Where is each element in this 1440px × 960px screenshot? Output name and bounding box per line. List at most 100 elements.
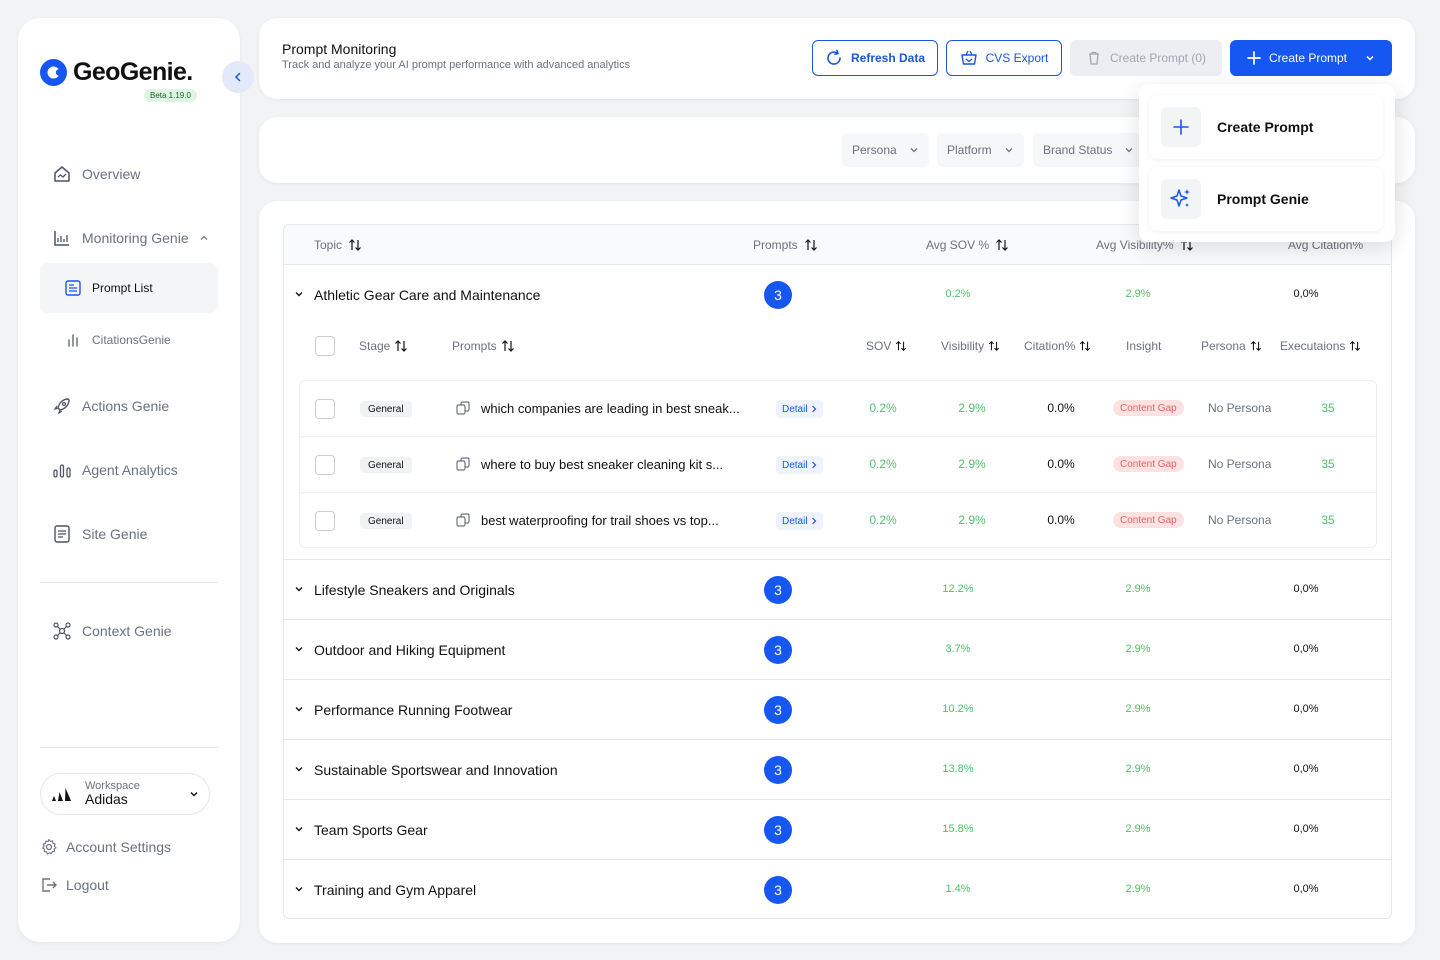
topic-name: Sustainable Sportswear and Innovation bbox=[314, 762, 558, 778]
avg-citation-value: 0,0% bbox=[1293, 763, 1319, 775]
avg-citation-value: 0,0% bbox=[1293, 883, 1319, 895]
avg-sov-value: 3.7% bbox=[945, 643, 971, 655]
nav-actions-genie[interactable]: Actions Genie bbox=[52, 396, 169, 416]
nav-prompt-list[interactable]: Prompt List bbox=[40, 263, 218, 313]
chevron-down-icon[interactable] bbox=[294, 884, 304, 894]
topic-row[interactable]: Training and Gym Apparel 3 1.4% 2.9% 0,0… bbox=[284, 860, 1391, 918]
topic-row[interactable]: Outdoor and Hiking Equipment 3 3.7% 2.9%… bbox=[284, 620, 1391, 680]
bar-chart-icon bbox=[64, 331, 82, 349]
citation-value: 0.0% bbox=[1047, 513, 1075, 527]
sov-value: 0.2% bbox=[869, 457, 897, 471]
export-button[interactable]: CVS Export bbox=[946, 40, 1062, 76]
prompt-count-badge: 3 bbox=[764, 281, 792, 309]
topic-row[interactable]: Athletic Gear Care and Maintenance 3 0.2… bbox=[284, 265, 1391, 325]
nav-agent-analytics-label: Agent Analytics bbox=[82, 462, 178, 478]
topic-row[interactable]: Sustainable Sportswear and Innovation 3 … bbox=[284, 740, 1391, 800]
menu-item-prompt-genie[interactable]: Prompt Genie bbox=[1149, 167, 1383, 231]
nav-overview[interactable]: Overview bbox=[52, 164, 140, 184]
nav-context-genie[interactable]: Context Genie bbox=[52, 621, 172, 641]
row-checkbox[interactable] bbox=[315, 511, 335, 531]
chevron-down-icon[interactable] bbox=[294, 704, 304, 714]
copy-icon[interactable] bbox=[456, 401, 470, 415]
prompt-row[interactable]: General which companies are leading in b… bbox=[300, 381, 1376, 437]
gear-icon bbox=[40, 838, 58, 856]
row-checkbox[interactable] bbox=[315, 455, 335, 475]
collapse-sidebar-button[interactable] bbox=[222, 61, 254, 93]
logout-label: Logout bbox=[66, 877, 109, 893]
visibility-value: 2.9% bbox=[958, 401, 986, 415]
column-prompts[interactable]: Prompts bbox=[753, 238, 818, 252]
workspace-selector[interactable]: Workspace Adidas bbox=[40, 773, 210, 815]
create-prompt-label: Create Prompt bbox=[1268, 51, 1348, 65]
topic-row[interactable]: Lifestyle Sneakers and Originals 3 12.2%… bbox=[284, 560, 1391, 620]
create-prompt-count-button[interactable]: Create Prompt (0) bbox=[1070, 40, 1222, 76]
persona-filter[interactable]: Persona bbox=[842, 133, 929, 167]
brand-status-filter[interactable]: Brand Status bbox=[1033, 133, 1145, 167]
chevron-down-icon[interactable] bbox=[294, 824, 304, 834]
account-settings-label: Account Settings bbox=[66, 839, 172, 855]
visibility-value: 2.9% bbox=[958, 457, 986, 471]
adidas-logo-icon bbox=[51, 786, 73, 802]
select-all-checkbox[interactable] bbox=[315, 336, 335, 356]
prompt-row[interactable]: General best waterproofing for trail sho… bbox=[300, 493, 1376, 549]
sort-icon bbox=[501, 340, 515, 352]
refresh-data-button[interactable]: Refresh Data bbox=[812, 40, 938, 76]
sub-column-visibility[interactable]: Visibility bbox=[941, 339, 1000, 353]
column-avg-sov[interactable]: Avg SOV % bbox=[926, 238, 1009, 252]
sub-column-prompts[interactable]: Prompts bbox=[452, 339, 515, 353]
avg-visibility-value: 2.9% bbox=[1125, 703, 1151, 715]
column-avg-sov-label: Avg SOV % bbox=[926, 238, 990, 252]
chevron-down-icon[interactable] bbox=[294, 644, 304, 654]
detail-link[interactable]: Detail bbox=[776, 400, 823, 418]
detail-link[interactable]: Detail bbox=[776, 512, 823, 530]
topics-table: Topic Prompts Avg SOV % Avg Visibility% … bbox=[283, 224, 1392, 919]
column-topic[interactable]: Topic bbox=[314, 238, 362, 252]
create-prompt-count-label: Create Prompt (0) bbox=[1109, 51, 1207, 65]
sub-column-citation[interactable]: Citation% bbox=[1024, 339, 1091, 353]
persona-value: No Persona bbox=[1208, 457, 1272, 471]
nav-monitoring-genie[interactable]: Monitoring Genie bbox=[52, 228, 209, 248]
chevron-down-icon[interactable] bbox=[294, 289, 304, 299]
account-settings-link[interactable]: Account Settings bbox=[40, 838, 171, 856]
copy-icon[interactable] bbox=[456, 513, 470, 527]
avg-visibility-value: 2.9% bbox=[1125, 583, 1151, 595]
logo[interactable]: GeoGenie. bbox=[40, 58, 193, 87]
sub-table-header: Stage Prompts SOV Visibility Citation% I… bbox=[284, 324, 1391, 370]
topic-row[interactable]: Team Sports Gear 3 15.8% 2.9% 0,0% bbox=[284, 800, 1391, 860]
page-subtitle: Track and analyze your AI prompt perform… bbox=[282, 59, 631, 71]
row-checkbox[interactable] bbox=[315, 399, 335, 419]
document-icon bbox=[52, 524, 72, 544]
avg-citation-value: 0,0% bbox=[1293, 643, 1319, 655]
sub-column-persona[interactable]: Persona bbox=[1201, 339, 1262, 353]
sub-column-stage[interactable]: Stage bbox=[359, 339, 408, 353]
sort-icon bbox=[394, 340, 408, 352]
insight-badge: Content Gap bbox=[1113, 400, 1184, 416]
copy-icon[interactable] bbox=[456, 457, 470, 471]
chevron-down-icon[interactable] bbox=[294, 584, 304, 594]
sub-column-executions[interactable]: Executaions bbox=[1280, 339, 1361, 353]
app-name: GeoGenie. bbox=[73, 58, 193, 86]
nav-actions-label: Actions Genie bbox=[82, 398, 170, 414]
logo-icon bbox=[40, 59, 67, 86]
sub-column-sov[interactable]: SOV bbox=[866, 339, 907, 353]
chevron-right-icon bbox=[811, 517, 817, 525]
logout-link[interactable]: Logout bbox=[40, 876, 109, 894]
avg-citation-value: 0,0% bbox=[1293, 288, 1319, 300]
topic-name: Athletic Gear Care and Maintenance bbox=[314, 287, 541, 303]
sort-icon bbox=[895, 340, 907, 352]
chevron-down-icon[interactable] bbox=[294, 764, 304, 774]
topic-row[interactable]: Performance Running Footwear 3 10.2% 2.9… bbox=[284, 680, 1391, 740]
menu-item-create-prompt[interactable]: Create Prompt bbox=[1149, 95, 1383, 159]
sort-icon bbox=[1349, 340, 1361, 352]
nav-site-genie[interactable]: Site Genie bbox=[52, 524, 147, 544]
sort-icon bbox=[1079, 340, 1091, 352]
sub-column-citation-label: Citation% bbox=[1024, 339, 1076, 353]
create-prompt-button[interactable]: Create Prompt bbox=[1230, 40, 1392, 76]
detail-link[interactable]: Detail bbox=[776, 456, 823, 474]
column-topic-label: Topic bbox=[314, 238, 343, 252]
nav-citations-label: CitationsGenie bbox=[92, 333, 171, 347]
prompt-row[interactable]: General where to buy best sneaker cleani… bbox=[300, 437, 1376, 493]
nav-citations-genie[interactable]: CitationsGenie bbox=[40, 315, 218, 365]
platform-filter[interactable]: Platform bbox=[937, 133, 1024, 167]
nav-agent-analytics[interactable]: Agent Analytics bbox=[52, 460, 178, 480]
